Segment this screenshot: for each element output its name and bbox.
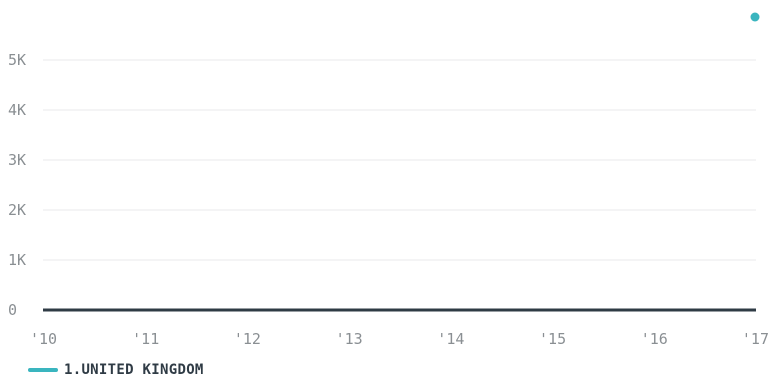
x-tick-label: '13: [336, 330, 363, 348]
series-layer: [44, 12, 760, 312]
x-tick-label: '11: [132, 330, 159, 348]
x-tick-label: '15: [539, 330, 566, 348]
grid-lines: [43, 59, 756, 261]
y-axis-ticks: 0 1K 2K 3K 4K 5K: [8, 51, 26, 319]
x-tick-label: '17: [742, 330, 769, 348]
series-point[interactable]: [750, 12, 760, 22]
legend[interactable]: 1.UNITED KINGDOM: [28, 362, 204, 378]
x-tick-label: '16: [641, 330, 668, 348]
legend-swatch: [28, 368, 58, 372]
y-tick-label: 4K: [8, 101, 26, 119]
y-tick-label: 1K: [8, 251, 26, 269]
x-tick-label: '14: [437, 330, 464, 348]
y-tick-label: 0: [8, 301, 17, 319]
x-axis-ticks: '10 '11 '12 '13 '14 '15 '16 '17: [30, 330, 769, 348]
y-tick-label: 5K: [8, 51, 26, 69]
x-tick-label: '12: [234, 330, 261, 348]
x-tick-label: '10: [30, 330, 57, 348]
y-tick-label: 2K: [8, 201, 26, 219]
line-chart: 0 1K 2K 3K 4K 5K '10 '11 '12 '13 '14 '15 '16 '17: [8, 12, 769, 348]
y-tick-label: 3K: [8, 151, 26, 169]
legend-label: 1.UNITED KINGDOM: [64, 362, 204, 378]
